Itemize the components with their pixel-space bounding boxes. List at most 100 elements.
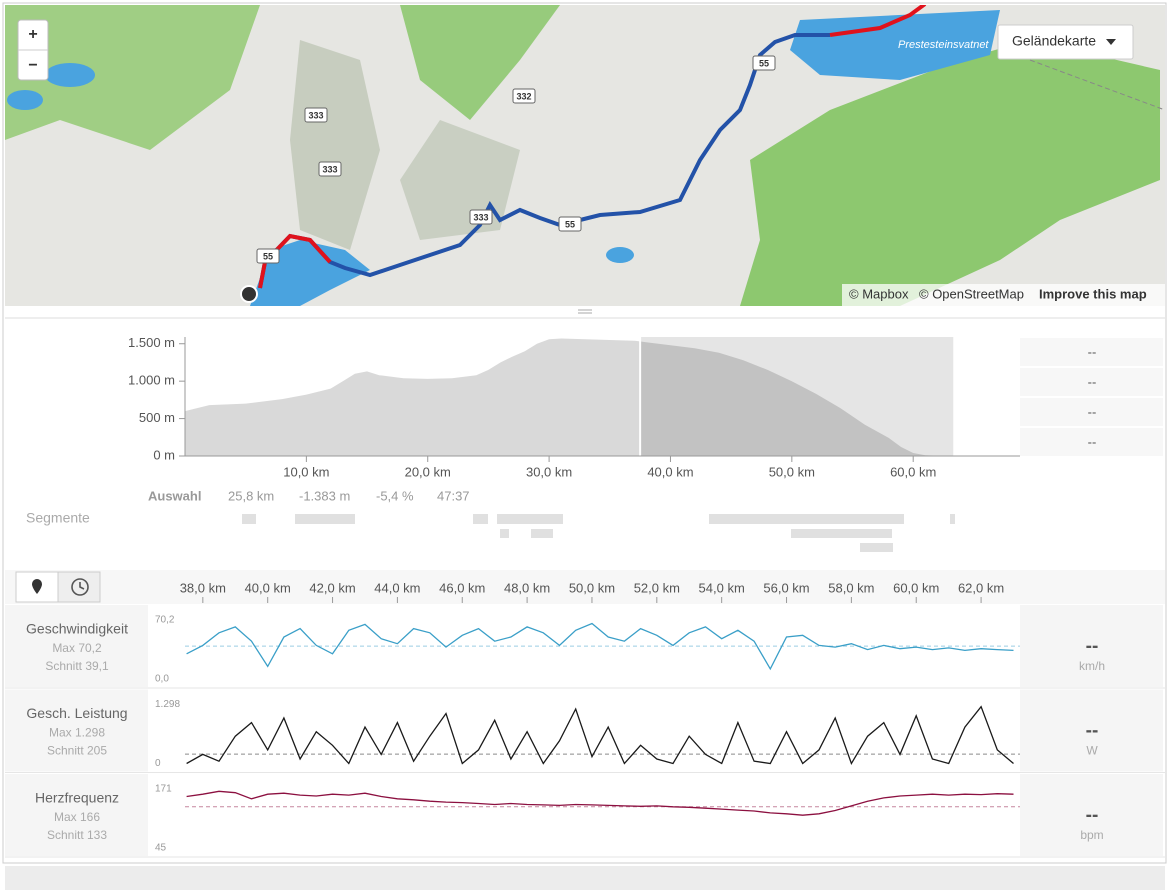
stat-box <box>1020 338 1163 366</box>
caret <box>1106 39 1116 45</box>
metric-current: -- <box>1086 721 1099 742</box>
tab-bar <box>5 570 1165 604</box>
segment[interactable] <box>791 529 892 538</box>
x-tick-label: 58,0 km <box>828 580 874 595</box>
clock-hand <box>79 582 85 590</box>
route-segment <box>258 233 332 289</box>
x-tick-label: 10,0 km <box>283 464 329 479</box>
y-tick-label: 70,2 <box>155 615 175 626</box>
stat-box <box>1020 368 1163 396</box>
metric-line <box>186 790 1014 816</box>
finish-flag <box>240 285 258 303</box>
terrain <box>290 40 380 250</box>
value-panel <box>1020 689 1163 772</box>
segment[interactable] <box>295 514 355 524</box>
stat-box <box>1020 428 1163 456</box>
value-panel <box>1020 605 1163 687</box>
y-tick-label: 0 m <box>153 447 175 462</box>
segment[interactable] <box>242 514 256 524</box>
pin-icon <box>32 579 42 594</box>
metric-title: Gesch. Leistung <box>26 705 127 721</box>
stat-box <box>1020 398 1163 426</box>
y-tick-label: 45 <box>155 843 167 854</box>
road-label: 55 <box>263 251 273 261</box>
selection-distance: 25,8 km <box>228 488 274 503</box>
layer-button[interactable] <box>997 24 1134 60</box>
forest <box>5 5 260 150</box>
stat-value: -- <box>1088 374 1097 389</box>
zoom-out[interactable]: − <box>28 57 37 74</box>
lake <box>45 63 95 87</box>
metric-unit: km/h <box>1079 659 1105 673</box>
y-tick-label: 0,0 <box>155 674 169 685</box>
segment[interactable] <box>497 514 563 524</box>
metric-avg: Schnitt 39,1 <box>45 659 109 673</box>
lake-label: Prestesteinsvatnet <box>898 39 989 51</box>
segments <box>242 514 955 552</box>
metric-max: Max 1.298 <box>49 726 105 740</box>
x-tick-label: 30,0 km <box>526 464 572 479</box>
segment[interactable] <box>531 529 553 538</box>
x-tick-label: 52,0 km <box>634 580 680 595</box>
metric-max: Max 70,2 <box>52 641 102 655</box>
selection-elevation: -1.383 m <box>299 488 350 503</box>
metric-line <box>186 705 1014 766</box>
y-tick-label: 1.298 <box>155 699 180 710</box>
metric-max: Max 166 <box>54 810 100 824</box>
x-tick-label: 54,0 km <box>699 580 745 595</box>
label-panel <box>5 605 148 687</box>
x-tick-label: 62,0 km <box>958 580 1004 595</box>
road-shield <box>469 209 493 225</box>
road-shield <box>512 88 536 104</box>
segment[interactable] <box>860 543 893 552</box>
selection-grade: -5,4 % <box>376 488 414 503</box>
route-segment <box>829 5 927 37</box>
segment[interactable] <box>950 514 955 524</box>
segment[interactable] <box>709 514 904 524</box>
zoom-in[interactable]: + <box>28 26 37 43</box>
road-label: 332 <box>516 91 531 101</box>
x-tick-label: 60,0 km <box>890 464 936 479</box>
footer-bar <box>5 866 1165 890</box>
metric-title: Geschwindigkeit <box>26 621 128 637</box>
forest <box>400 5 560 120</box>
label-panel <box>5 689 148 772</box>
x-tick-label: 42,0 km <box>309 580 355 595</box>
metric-avg: Schnitt 133 <box>47 828 107 842</box>
map[interactable]: Prestesteinsvatnet 333 333 332 55 333 55 55 © … <box>5 4 1165 306</box>
metric-current: -- <box>1086 805 1099 826</box>
attribution[interactable]: © OpenStreetMap <box>919 286 1024 301</box>
road-label: 55 <box>565 219 575 229</box>
road-label: 333 <box>308 110 323 120</box>
y-tick-label: 1.500 m <box>128 335 175 350</box>
layer-button-label[interactable]: Geländekarte <box>1012 33 1096 49</box>
road-shield <box>318 161 342 177</box>
value-panel <box>1020 774 1163 856</box>
road-shield <box>752 55 776 71</box>
metric-avg: Schnitt 205 <box>47 744 107 758</box>
clock-icon <box>71 578 89 596</box>
segment[interactable] <box>473 514 488 524</box>
x-tick-label: 20,0 km <box>405 464 451 479</box>
segment[interactable] <box>500 529 509 538</box>
forest <box>740 40 1160 306</box>
metric-title: Herzfrequenz <box>35 790 119 806</box>
x-tick-label: 50,0 km <box>569 580 615 595</box>
y-tick-label: 1.000 m <box>128 373 175 388</box>
x-tick-label: 40,0 km <box>245 580 291 595</box>
road-label: 333 <box>322 164 337 174</box>
metric-current: -- <box>1086 636 1099 657</box>
tab-time[interactable] <box>57 571 101 603</box>
attribution[interactable]: © Mapbox <box>849 286 909 301</box>
x-tick-label: 48,0 km <box>504 580 550 595</box>
road-shield <box>256 248 280 264</box>
attribution[interactable]: Improve this map <box>1039 286 1147 301</box>
x-tick-label: 38,0 km <box>180 580 226 595</box>
y-tick-label: 0 <box>155 758 161 769</box>
road-label: 55 <box>759 58 769 68</box>
route <box>258 33 830 289</box>
x-tick-label: 60,0 km <box>893 580 939 595</box>
x-tick-label: 46,0 km <box>439 580 485 595</box>
selection-time: 47:37 <box>437 488 470 503</box>
